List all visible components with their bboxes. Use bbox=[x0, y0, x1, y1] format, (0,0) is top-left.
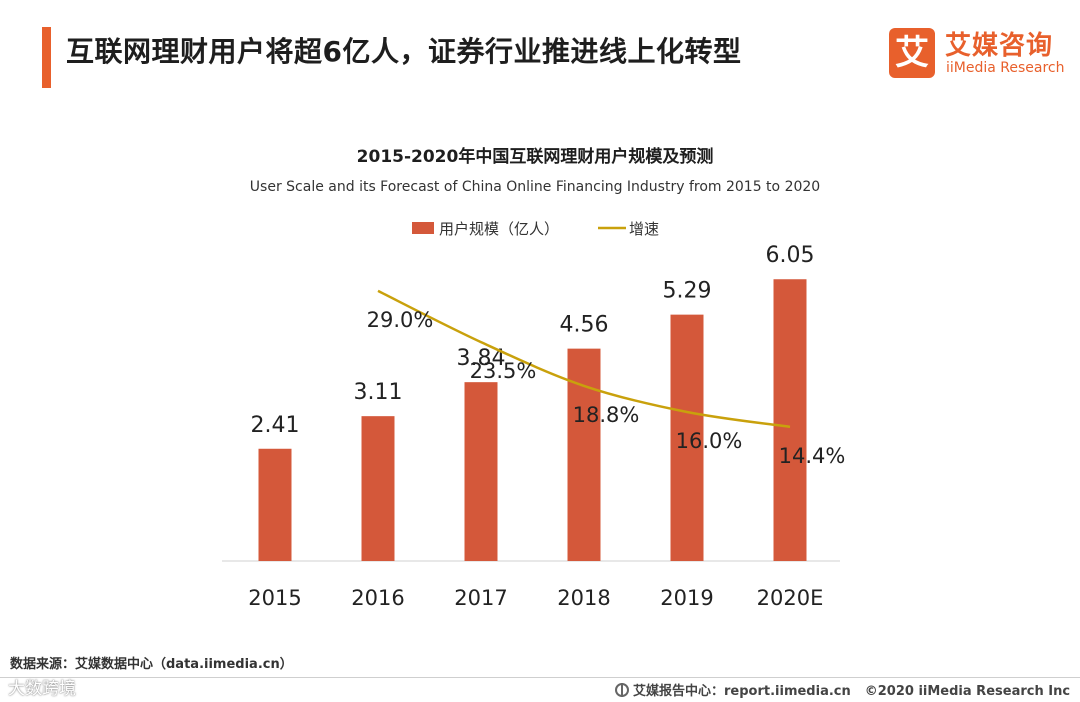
legend-bar-label: 用户规模（亿人） bbox=[439, 220, 559, 238]
x-tick-2016: 2016 bbox=[351, 586, 404, 610]
bar-2016 bbox=[361, 416, 395, 561]
user-scale-chart: 2015-2020年中国互联网理财用户规模及预测 User Scale and … bbox=[222, 146, 846, 610]
bar-2017 bbox=[464, 382, 498, 561]
growth-line bbox=[377, 289, 791, 429]
chart-legend: 用户规模（亿人） 增速 bbox=[412, 220, 659, 238]
globe-icon bbox=[615, 683, 629, 697]
legend-bar-swatch bbox=[412, 222, 434, 234]
watermark: 大数跨境 bbox=[8, 679, 76, 699]
growth-label-2020E: 14.4% bbox=[779, 444, 846, 468]
growth-value-labels: 29.0% 23.5% 18.8% 16.0% 14.4% bbox=[367, 308, 846, 468]
growth-line-series bbox=[377, 289, 791, 429]
growth-label-2016: 29.0% bbox=[367, 308, 434, 332]
growth-label-2017: 23.5% bbox=[470, 359, 537, 383]
data-source: 数据来源：艾媒数据中心（data.iimedia.cn） bbox=[10, 657, 293, 672]
footer-report: 艾媒报告中心：report.iimedia.cn ©2020 iiMedia Re… bbox=[615, 680, 1070, 699]
chart-subtitle: User Scale and its Forecast of China Onl… bbox=[250, 179, 820, 195]
report-center-text: 艾媒报告中心：report.iimedia.cn bbox=[633, 684, 851, 699]
title-accent-bar bbox=[42, 27, 51, 88]
bar-2020E bbox=[773, 279, 807, 561]
x-tick-2020E: 2020E bbox=[757, 586, 824, 610]
x-tick-labels: 2015 2016 2017 2018 2019 2020E bbox=[248, 586, 823, 610]
legend-line-label: 增速 bbox=[629, 220, 659, 238]
logo-mark: 艾 bbox=[889, 28, 935, 78]
copyright-text: ©2020 iiMedia Research Inc bbox=[864, 684, 1071, 699]
bar-label-2015: 2.41 bbox=[251, 413, 300, 438]
footer-divider bbox=[0, 677, 1080, 678]
bar-label-2019: 5.29 bbox=[663, 279, 712, 304]
x-tick-2017: 2017 bbox=[454, 586, 507, 610]
bar-2019 bbox=[670, 314, 704, 561]
bar-2018 bbox=[567, 348, 601, 561]
logo-name-en: iiMedia Research bbox=[946, 60, 1065, 76]
x-tick-2018: 2018 bbox=[557, 586, 610, 610]
bar-2015 bbox=[258, 448, 292, 561]
growth-label-2019: 16.0% bbox=[676, 429, 743, 453]
logo-name-cn: 艾媒咨询 bbox=[945, 31, 1054, 61]
bar-series bbox=[258, 279, 807, 561]
x-tick-2019: 2019 bbox=[660, 586, 713, 610]
bar-label-2020E: 6.05 bbox=[766, 243, 815, 268]
x-tick-2015: 2015 bbox=[248, 586, 301, 610]
bar-value-labels: 2.413.113.844.565.296.05 bbox=[251, 243, 815, 438]
chart-title: 2015-2020年中国互联网理财用户规模及预测 bbox=[357, 146, 714, 167]
iimedia-logo: 艾 艾媒咨询 iiMedia Research bbox=[889, 28, 1065, 82]
bar-label-2018: 4.56 bbox=[560, 313, 609, 338]
growth-label-2018: 18.8% bbox=[573, 403, 640, 427]
page-headline: 互联网理财用户将超6亿人，证券行业推进线上化转型 bbox=[66, 35, 742, 68]
bar-label-2016: 3.11 bbox=[354, 380, 403, 405]
